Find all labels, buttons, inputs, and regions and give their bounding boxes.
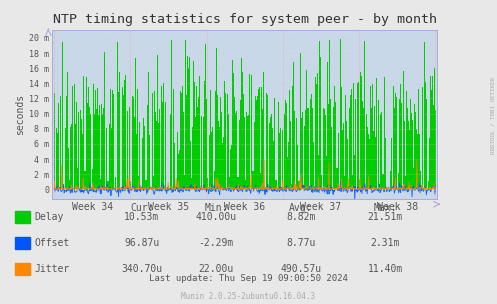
Text: Last update: Thu Sep 19 09:00:50 2024: Last update: Thu Sep 19 09:00:50 2024	[149, 274, 348, 283]
Title: NTP timing statistics for system peer - by month: NTP timing statistics for system peer - …	[53, 13, 437, 26]
Text: Jitter: Jitter	[35, 264, 70, 274]
Text: 8.82m: 8.82m	[286, 212, 316, 222]
Text: 8.77u: 8.77u	[286, 238, 316, 248]
Text: 340.70u: 340.70u	[121, 264, 162, 274]
Text: Delay: Delay	[35, 212, 64, 222]
Text: 410.00u: 410.00u	[196, 212, 237, 222]
Text: Min:: Min:	[204, 203, 228, 213]
Text: 11.40m: 11.40m	[368, 264, 403, 274]
Y-axis label: seconds: seconds	[15, 94, 25, 135]
Text: Munin 2.0.25-2ubuntu0.16.04.3: Munin 2.0.25-2ubuntu0.16.04.3	[181, 292, 316, 301]
Text: 490.57u: 490.57u	[280, 264, 321, 274]
Text: 2.31m: 2.31m	[370, 238, 400, 248]
Text: Avg:: Avg:	[289, 203, 313, 213]
Text: 22.00u: 22.00u	[199, 264, 234, 274]
Text: 96.87u: 96.87u	[124, 238, 159, 248]
Text: 10.53m: 10.53m	[124, 212, 159, 222]
Text: 21.51m: 21.51m	[368, 212, 403, 222]
Text: RRDTOOL / TOBI OETIKER: RRDTOOL / TOBI OETIKER	[491, 77, 496, 154]
Text: Offset: Offset	[35, 238, 70, 248]
Text: -2.29m: -2.29m	[199, 238, 234, 248]
Text: Max:: Max:	[373, 203, 397, 213]
Text: Cur:: Cur:	[130, 203, 154, 213]
